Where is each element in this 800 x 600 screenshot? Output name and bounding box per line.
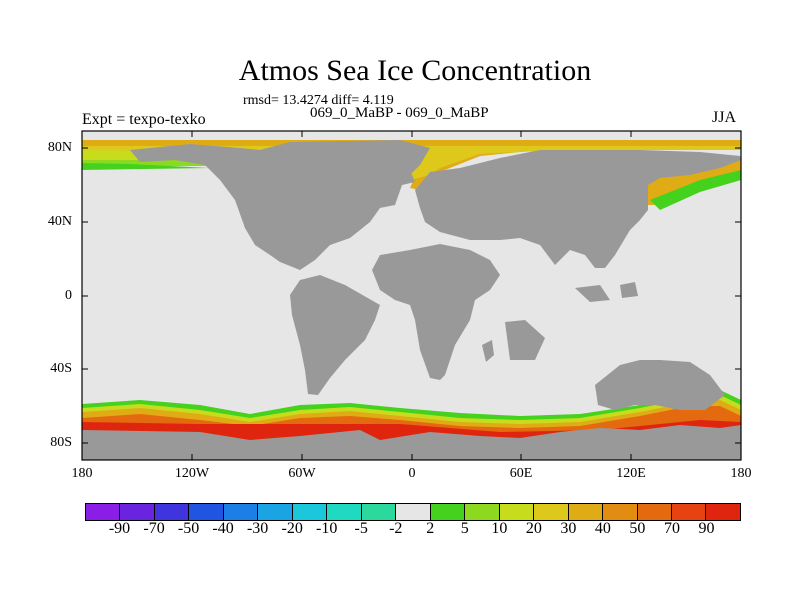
greenland: [290, 140, 430, 190]
colorbar-swatch: [86, 504, 121, 520]
colorbar-label: -90: [108, 520, 131, 537]
colorbar-label: 50: [629, 520, 646, 537]
colorbar-swatch: [223, 504, 259, 520]
stats-line: rmsd= 13.4274 diff= 4.119: [243, 93, 394, 108]
antarctica: [82, 425, 741, 460]
lat-tick-label: 40N: [47, 214, 72, 229]
madagascar: [482, 340, 494, 362]
lon-tick-label: 120W: [174, 466, 210, 481]
colorbar-swatch: [499, 504, 535, 520]
australia: [595, 360, 725, 410]
colorbar-swatch: [706, 504, 740, 520]
north-america: [130, 142, 415, 270]
colorbar-label: 10: [491, 520, 508, 537]
lat-tick-label: 0: [65, 288, 72, 303]
colorbar-swatch: [568, 504, 604, 520]
lat-tick-label: 80N: [47, 140, 72, 155]
colorbar-label: 30: [560, 520, 577, 537]
south-america: [290, 275, 380, 395]
colorbar-label: 2: [426, 520, 435, 537]
colorbar-label: 40: [594, 520, 611, 537]
colorbar-swatch: [671, 504, 707, 520]
colorbar-swatch: [396, 504, 431, 520]
lon-tick-label: 120E: [616, 466, 646, 481]
experiment-label: Expt = texpo-texko: [82, 111, 206, 128]
colorbar-label: -50: [177, 520, 200, 537]
colorbar-label: 20: [525, 520, 542, 537]
colorbar-swatch: [292, 504, 328, 520]
lon-tick-label: 60W: [288, 466, 316, 481]
se-asia-islands: [575, 285, 610, 302]
land-masses: [82, 140, 741, 460]
colorbar-label: -70: [143, 520, 165, 537]
colorbar-swatch: [430, 504, 466, 520]
eurasia: [415, 150, 741, 268]
colorbar-label: -20: [281, 520, 303, 537]
lon-tick-label: 60E: [509, 466, 533, 481]
colorbar-swatch: [258, 504, 293, 520]
colorbar-swatch: [637, 504, 672, 520]
lon-tick-label: 180: [71, 466, 93, 481]
map-title: Atmos Sea Ice Concentration: [238, 54, 592, 87]
colorbar-swatch: [465, 504, 500, 520]
colorbar-swatch: [534, 504, 569, 520]
colorbar-swatch: [154, 504, 190, 520]
axis-ticks: [81, 131, 742, 460]
africa: [372, 244, 500, 380]
colorbar-label: -5: [354, 520, 368, 537]
colorbar-swatch: [189, 504, 224, 520]
colorbar-label: -30: [246, 520, 269, 537]
lat-tick-label: 40S: [50, 361, 72, 376]
colorbar-swatch: [120, 504, 155, 520]
colorbar: [85, 503, 741, 521]
colorbar-label: 5: [460, 520, 469, 537]
lon-tick-label: 180: [730, 466, 752, 481]
colorbar-swatch: [327, 504, 362, 520]
colorbar-label: 70: [663, 520, 680, 537]
colorbar-label: -40: [212, 520, 234, 537]
lat-tick-label: 80S: [50, 435, 72, 450]
comparison-line: 069_0_MaBP - 069_0_MaBP: [310, 105, 489, 121]
colorbar-label: -10: [316, 520, 338, 537]
colorbar-swatch: [603, 504, 638, 520]
colorbar-label: -2: [389, 520, 403, 537]
lon-tick-label: 0: [408, 466, 416, 481]
colorbar-swatch: [361, 504, 397, 520]
colorbar-label: 90: [698, 520, 715, 537]
season-label: JJA: [712, 109, 737, 126]
